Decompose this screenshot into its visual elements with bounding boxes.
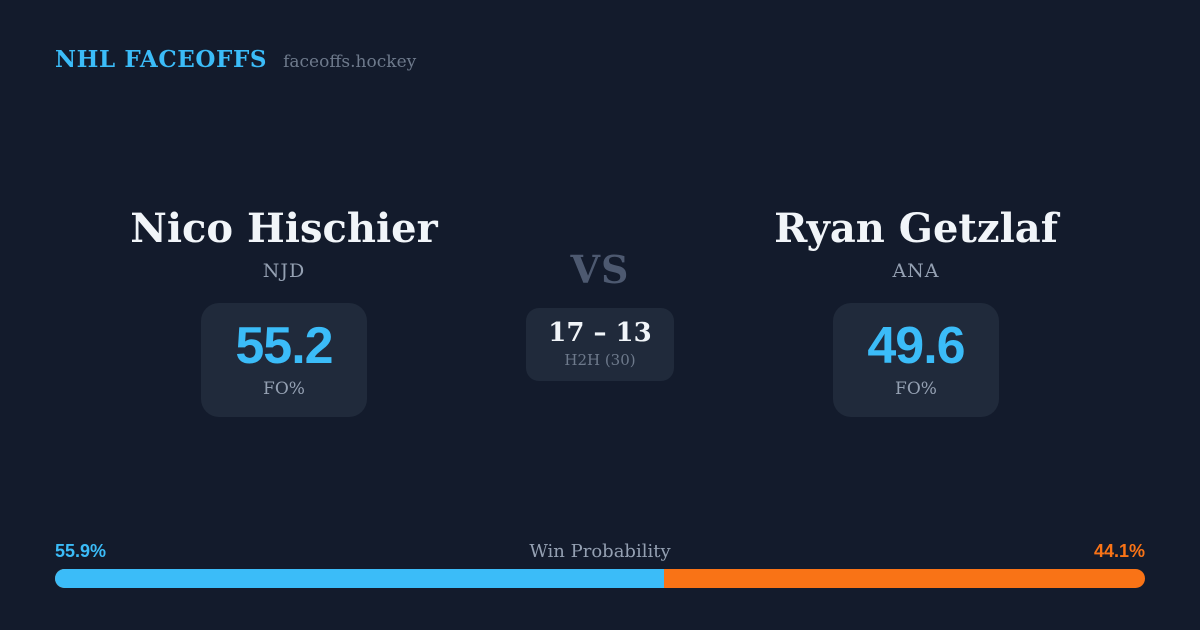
win-probability-bar (55, 569, 1145, 588)
matchup-center: VS 17 – 13 H2H (30) (480, 250, 720, 381)
player-right-fo-value: 49.6 (867, 317, 965, 375)
win-probability-bar-left-fill (55, 569, 665, 588)
vs-label: VS (570, 247, 630, 292)
h2h-label: H2H (30) (564, 351, 636, 369)
header: NHL FACEOFFS faceoffs.hockey (55, 46, 416, 73)
player-right-fo-label: FO% (895, 379, 937, 399)
player-left-fo-label: FO% (263, 379, 305, 399)
player-left-name: Nico Hischier (130, 205, 438, 252)
player-right-name: Ryan Getzlaf (774, 205, 1058, 252)
player-right-team: ANA (892, 260, 940, 282)
player-right: Ryan Getzlaf ANA 49.6 FO% (726, 206, 1106, 417)
h2h-score: 17 – 13 (548, 318, 652, 348)
h2h-card: 17 – 13 H2H (30) (526, 308, 674, 381)
win-probability-right-pct: 44.1% (1093, 541, 1145, 561)
player-left-fo-value: 55.2 (235, 317, 333, 375)
player-left: Nico Hischier NJD 55.2 FO% (94, 206, 474, 417)
player-right-fo-card: 49.6 FO% (833, 303, 999, 417)
site-url: faceoffs.hockey (283, 52, 417, 72)
player-left-fo-card: 55.2 FO% (201, 303, 367, 417)
win-probability-title: Win Probability (529, 541, 671, 562)
player-left-team: NJD (262, 260, 306, 282)
win-probability-left-pct: 55.9% (55, 541, 107, 561)
brand-title: NHL FACEOFFS (55, 46, 268, 73)
win-probability-labels: 55.9% Win Probability 44.1% (55, 541, 1145, 563)
